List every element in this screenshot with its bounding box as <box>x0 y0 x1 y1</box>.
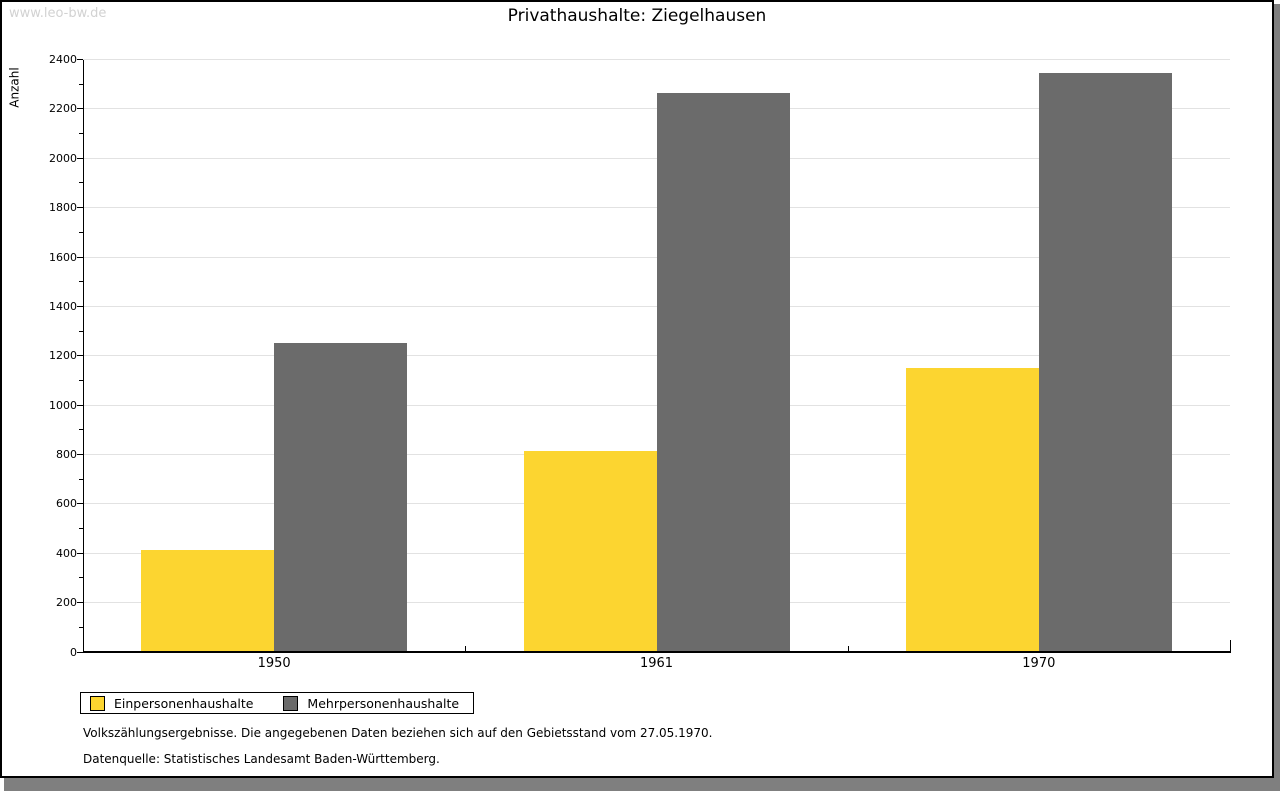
x-category-label: 1970 <box>1022 656 1056 671</box>
bar-einpersonenhaushalte-1961 <box>523 451 657 652</box>
y-major-tick <box>77 454 83 455</box>
y-major-tick <box>77 602 83 604</box>
y-major-tick <box>77 108 83 110</box>
y-tick-label: 1000 <box>49 398 77 412</box>
bar-mehrpersonenhaushalte-1961 <box>656 92 790 652</box>
chart-card: www.leo-bw.de Privathaushalte: Ziegelhau… <box>0 0 1274 778</box>
x-axis-end-tick <box>1230 640 1231 652</box>
y-axis-line <box>83 59 84 652</box>
y-minor-tick <box>79 330 83 332</box>
legend-item-einpersonenhaushalte: Einpersonenhaushalte <box>90 695 254 711</box>
y-major-tick <box>77 552 83 554</box>
plot-area: 0 200 400 600 800 1000 1200 1400 1600 1800 2000 220… <box>2 2 1272 776</box>
y-minor-tick <box>79 429 83 431</box>
y-tick-label: 800 <box>56 448 77 461</box>
y-minor-tick <box>79 83 83 85</box>
y-minor-tick <box>79 133 83 135</box>
y-minor-tick <box>79 231 83 233</box>
y-tick-label: 2200 <box>49 102 77 116</box>
y-tick-label: 1600 <box>49 250 77 264</box>
y-major-tick <box>77 256 83 258</box>
bar-einpersonenhaushalte-1970 <box>905 367 1039 652</box>
y-tick-label: 2000 <box>49 151 77 165</box>
x-separator-tick <box>847 646 849 652</box>
y-minor-tick <box>79 379 83 381</box>
x-axis-line <box>83 651 1231 653</box>
y-tick-label: 1200 <box>49 349 77 363</box>
y-tick-label: 400 <box>56 546 77 560</box>
legend: Einpersonenhaushalte Mehrpersonenhaushal… <box>80 692 475 714</box>
watermark-url: www.leo-bw.de <box>9 6 107 21</box>
bar-mehrpersonenhaushalte-1970 <box>1038 73 1172 652</box>
y-major-tick <box>77 651 83 653</box>
x-category-label: 1961 <box>639 656 674 671</box>
y-major-tick <box>77 207 83 209</box>
chart-title: Privathaushalte: Ziegelhausen <box>507 6 767 26</box>
y-major-tick <box>77 404 83 406</box>
legend-item-mehrpersonenhaushalte: Mehrpersonenhaushalte <box>283 695 460 711</box>
y-major-tick <box>77 503 83 505</box>
y-minor-tick <box>79 281 83 283</box>
y-tick-label: 0 <box>70 645 77 659</box>
y-major-tick <box>77 305 83 307</box>
y-minor-tick <box>79 478 83 480</box>
y-tick-label: 1400 <box>49 299 77 313</box>
y-major-tick <box>77 355 83 357</box>
bar-einpersonenhaushalte-1950 <box>141 549 275 652</box>
legend-label-mehrpersonenhaushalte: Mehrpersonenhaushalte <box>307 695 460 711</box>
y-major-tick <box>77 157 83 159</box>
y-tick-label: 600 <box>56 497 77 511</box>
y-major-tick <box>77 59 83 60</box>
footnote-census-note: Volkszählungsergebnisse. Die angegebenen… <box>83 726 713 740</box>
y-minor-tick <box>79 528 83 530</box>
legend-swatch-einpersonenhaushalte <box>90 695 105 711</box>
y-tick-label: 1800 <box>49 201 77 215</box>
bar-mehrpersonenhaushalte-1950 <box>274 343 408 652</box>
y-minor-tick <box>79 182 83 184</box>
y-gridline <box>83 59 1230 60</box>
y-minor-tick <box>79 626 83 628</box>
legend-swatch-mehrpersonenhaushalte <box>283 695 299 711</box>
y-tick-label: 200 <box>56 596 77 610</box>
x-separator-tick <box>465 646 467 652</box>
x-category-label: 1950 <box>257 656 291 671</box>
footnote-data-source: Datenquelle: Statistisches Landesamt Bad… <box>83 752 440 766</box>
legend-label-einpersonenhaushalte: Einpersonenhaushalte <box>114 695 254 711</box>
y-minor-tick <box>79 577 83 579</box>
y-tick-label: 2400 <box>49 53 77 66</box>
